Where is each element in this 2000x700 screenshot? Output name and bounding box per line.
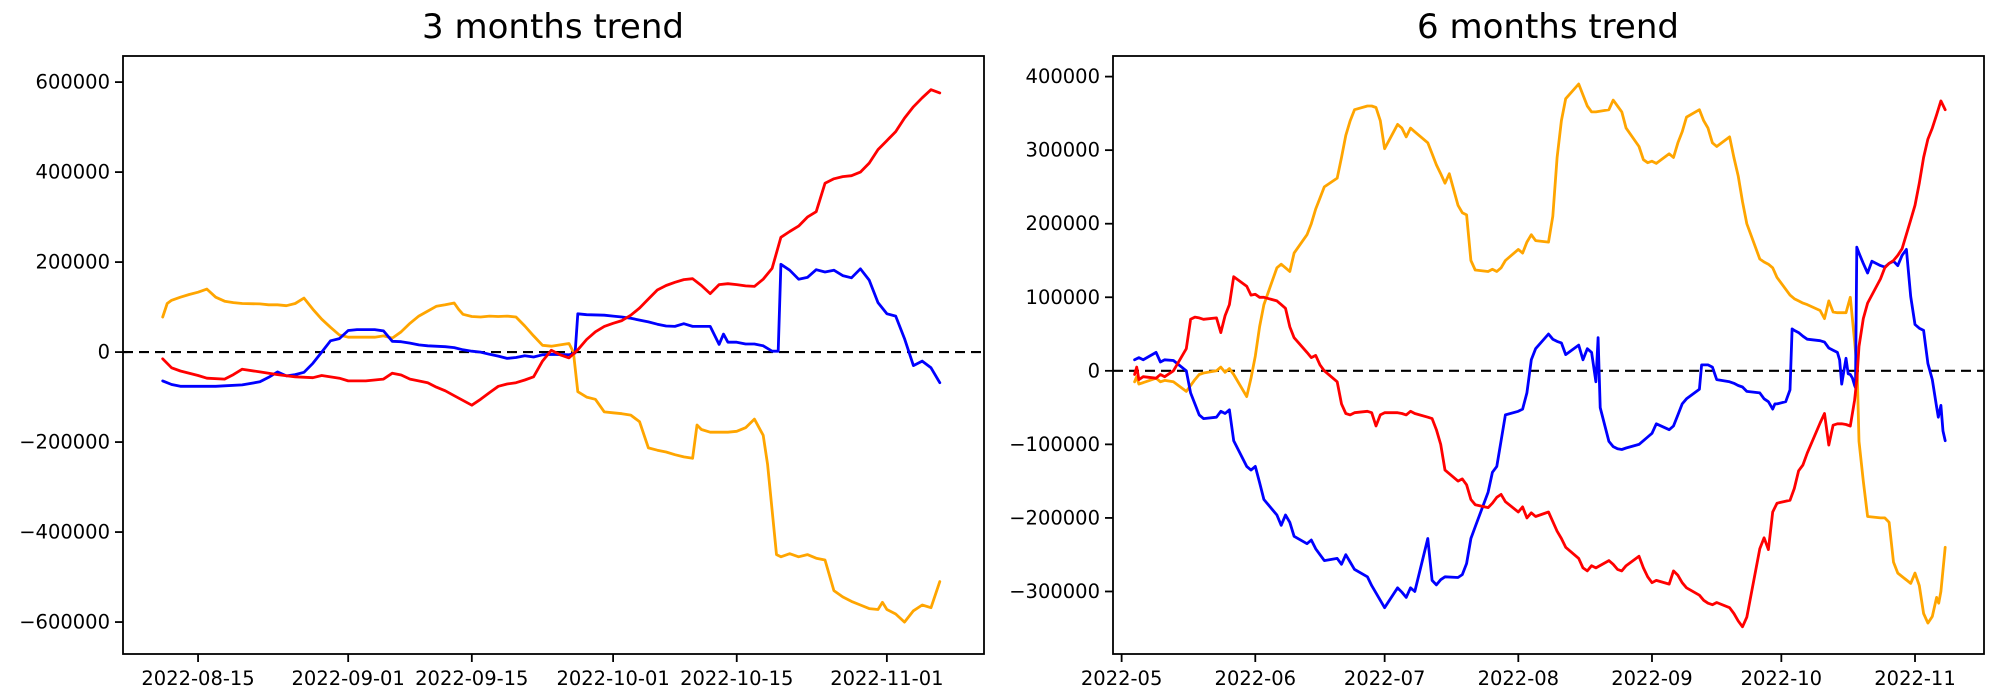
y-tick-label: 300000 [1026,139,1100,162]
y-tick-label: −200000 [19,431,110,454]
x-tick-label: 2022-10-01 [556,667,669,690]
x-tick-label: 2022-08 [1478,667,1559,690]
y-tick-label: 200000 [36,251,110,274]
y-tick-label: −200000 [1009,506,1100,529]
y-tick-label: −300000 [1009,580,1100,603]
y-tick-label: 100000 [1026,286,1100,309]
x-tick-label: 2022-11-01 [830,667,943,690]
y-tick-label: 400000 [1026,65,1100,88]
series-line-orange [161,287,942,624]
left-chart-title: 3 months trend [422,7,684,47]
x-tick-label: 2022-09 [1611,667,1692,690]
x-tick-label: 2022-11 [1874,667,1955,690]
y-tick-label: 200000 [1026,212,1100,235]
right-chart-title: 6 months trend [1417,7,1679,47]
x-tick-label: 2022-05 [1081,667,1162,690]
x-tick-label: 2022-09-15 [415,667,528,690]
right-chart: 400000 300000 200000 100000 0 −100000 −200000 −… [1009,55,1985,690]
y-tick-label: 400000 [36,161,110,184]
x-tick-label: 2022-06 [1215,667,1296,690]
x-tick-label: 2022-10 [1741,667,1822,690]
x-tick-label: 2022-09-01 [292,667,405,690]
y-tick-label: 0 [1088,359,1100,382]
series-line-blue [161,262,942,388]
series-line-red [1133,99,1947,629]
axes-border [1112,55,1985,655]
series-line-orange [1133,82,1947,625]
axes-border [122,55,985,655]
y-tick-label: −400000 [19,521,110,544]
y-tick-label: −600000 [19,611,110,634]
x-tick-label: 2022-08-15 [141,667,254,690]
x-tick-label: 2022-10-15 [680,667,793,690]
series-line-red [161,88,942,407]
y-tick-label: 600000 [36,71,110,94]
x-tick-label: 2022-07 [1344,667,1425,690]
y-tick-label: 0 [98,341,110,364]
y-tick-label: −100000 [1009,433,1100,456]
left-chart: 600000 400000 200000 0 −200000 −400000 −600000… [19,55,985,690]
series-line-blue [1133,245,1947,610]
